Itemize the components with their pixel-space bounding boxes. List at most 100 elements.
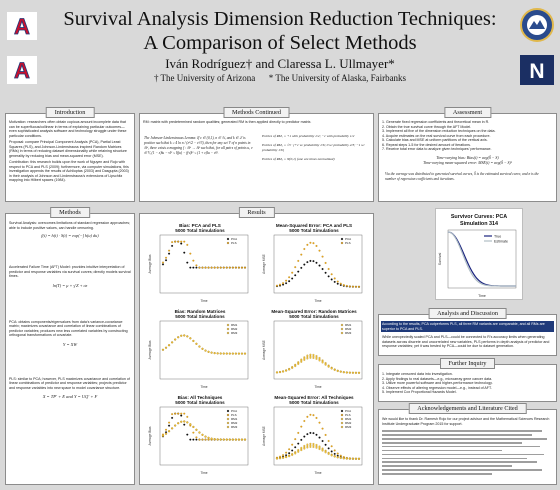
data-point <box>327 447 330 450</box>
data-point <box>237 352 240 355</box>
data-point <box>282 282 285 285</box>
data-point <box>204 266 207 269</box>
data-point <box>201 433 204 436</box>
data-point <box>171 241 174 244</box>
data-point <box>225 438 228 441</box>
data-point <box>207 438 210 441</box>
intro-paragraph: Proposal: compare Principal Component An… <box>9 140 127 158</box>
data-point <box>309 356 312 359</box>
reference-line <box>382 449 502 452</box>
data-point <box>198 431 201 434</box>
svg-text:A: A <box>14 58 30 83</box>
data-point <box>321 361 324 364</box>
data-point <box>183 334 186 337</box>
legend-label-estimate: Estimate <box>494 239 508 243</box>
legend-label: RM3 <box>345 331 352 335</box>
data-point <box>183 240 186 243</box>
legend-marker <box>226 241 230 245</box>
data-point <box>195 428 198 431</box>
data-point <box>348 457 351 460</box>
data-point <box>234 352 237 355</box>
reference-line <box>382 453 544 456</box>
data-point <box>168 344 171 347</box>
data-point <box>183 412 186 415</box>
data-point <box>237 438 240 441</box>
nsf-logo: N <box>520 55 554 85</box>
data-point <box>244 352 246 355</box>
data-point <box>168 430 171 433</box>
x-axis-label: Time <box>315 299 322 303</box>
analysis-highlight: According to the results, PCA outperform… <box>381 321 554 332</box>
reference-line <box>382 438 547 440</box>
data-point <box>192 339 195 342</box>
data-point <box>336 452 339 455</box>
reference-line <box>382 465 512 467</box>
inquiry-item: 5. Implement Cox Proportional Hazards Mo… <box>382 390 457 394</box>
data-point <box>282 454 285 457</box>
data-point <box>312 414 315 417</box>
data-point <box>198 266 201 269</box>
data-point <box>303 447 306 450</box>
data-point <box>291 277 294 280</box>
data-point <box>192 425 195 428</box>
x-axis-label: Time <box>201 385 208 389</box>
section-heading: Assessment <box>443 107 492 118</box>
plot-subtitle: 5000 Total Simulations <box>289 228 339 233</box>
title-line-1: Survival Analysis Dimension Reduction Te… <box>63 8 497 30</box>
data-point <box>297 431 300 434</box>
data-point <box>285 369 288 372</box>
data-point <box>300 449 303 452</box>
methods-paragraph: PCA: obtains components/eigenvalues from… <box>9 319 128 338</box>
data-point <box>177 240 180 243</box>
data-point <box>183 423 186 426</box>
data-point <box>318 264 321 267</box>
plot-subtitle: 5000 Total Simulations <box>289 314 339 319</box>
y-axis-label: Average Bias <box>148 426 152 445</box>
svg-text:N: N <box>529 60 544 83</box>
data-point <box>195 264 198 267</box>
data-point <box>291 454 294 456</box>
analysis-section: Analysis and Discussion According to the… <box>378 308 557 356</box>
legend-marker <box>340 417 344 421</box>
data-point <box>234 438 237 441</box>
legend-marker <box>340 331 344 335</box>
data-point <box>294 438 297 441</box>
data-point <box>288 276 291 279</box>
data-point <box>297 259 300 262</box>
introduction-section: Introduction Motivation: researchers oft… <box>5 107 135 202</box>
data-point <box>174 240 177 243</box>
data-point <box>321 268 324 271</box>
reference-line <box>382 441 522 444</box>
data-point <box>306 357 309 360</box>
data-point <box>330 367 333 370</box>
data-point <box>180 334 183 337</box>
data-point <box>192 266 195 269</box>
reference-line <box>382 473 492 475</box>
reference-line <box>382 469 542 471</box>
data-point <box>339 370 342 373</box>
data-point <box>324 261 327 264</box>
data-point <box>339 457 342 459</box>
legend-label: PCA <box>231 237 237 241</box>
data-point <box>207 436 210 439</box>
x-axis-label: Time <box>478 294 486 298</box>
data-point <box>244 438 246 441</box>
results-section: Results Bias: PCA and PLS 5000 Total Simu… <box>139 207 374 485</box>
section-heading: Further Inquiry <box>439 358 496 369</box>
data-point <box>358 371 360 374</box>
data-point <box>189 438 192 441</box>
data-point <box>231 352 234 355</box>
data-point <box>219 352 222 355</box>
data-point <box>207 350 210 353</box>
data-point <box>309 259 312 262</box>
data-point <box>333 455 336 458</box>
data-point <box>303 420 306 422</box>
data-point <box>186 335 189 338</box>
data-point <box>183 251 186 254</box>
data-point <box>219 266 222 269</box>
data-point <box>168 249 171 252</box>
rm-description: RM: matrix with predetermined random qua… <box>143 120 312 124</box>
data-point <box>210 351 213 354</box>
assessment-step: 2. Obtain the true survival curve throug… <box>382 124 472 129</box>
